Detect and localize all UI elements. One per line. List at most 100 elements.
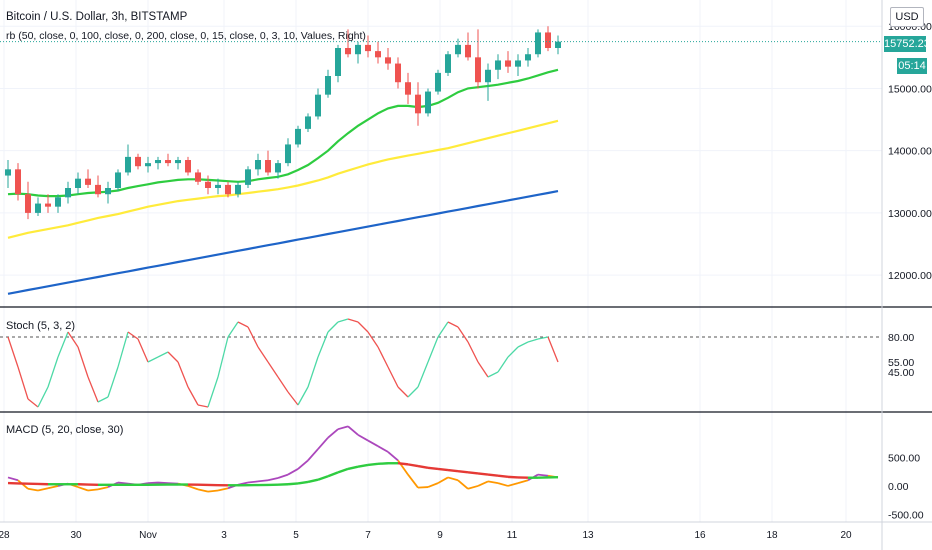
candle-body [365,44,371,52]
indicator-legend[interactable]: rb (50, close, 0, 100, close, 0, 200, cl… [6,30,366,42]
candle-body [125,156,131,173]
candle-body [435,72,441,92]
signal-segment [337,467,349,474]
stoch-segment [187,386,199,406]
stoch-segment [257,346,269,363]
candle-body [515,60,521,67]
signal-segment [327,471,339,478]
candle-body [395,63,401,83]
candle-body [255,160,261,170]
ma-200-line [7,190,559,295]
macd-segment [497,482,509,487]
stoch-segment [117,331,129,368]
macd-segment [147,481,159,485]
macd-segment [447,476,459,482]
signal-segment [497,474,509,479]
signal-segment [307,478,319,484]
candle-body [5,169,11,176]
x-tick-label: Nov [139,530,157,541]
stoch-segment [147,356,159,363]
stoch-tick-label: 55.00 [888,357,914,369]
macd-pane [7,425,559,493]
signal-segment [477,472,489,476]
signal-segment [487,473,499,477]
y-tick-label: 12000.00 [888,270,932,282]
stoch-segment [67,331,79,348]
candle-body [415,94,421,114]
stoch-segment [137,338,149,363]
candle-body [25,194,31,213]
stoch-tick-label: 45.00 [888,367,914,379]
signal-segment [467,471,479,475]
candle-body [305,116,311,129]
macd-segment [267,477,279,482]
macd-tick-label: 500.00 [888,453,920,465]
stoch-segment [477,361,489,378]
stoch-legend[interactable]: Stoch (5, 3, 2) [6,320,76,332]
stoch-segment [217,336,229,378]
stoch-segment [497,356,509,373]
stoch-segment [357,321,369,333]
candle-body [555,41,561,48]
macd-segment [117,481,129,485]
candle-body [505,60,511,67]
stoch-tick-label: 80.00 [888,332,914,344]
candle-body [445,54,451,73]
candle-body [485,69,491,83]
signal-segment [297,480,309,485]
stoch-segment [457,326,469,343]
macd-segment [477,480,489,487]
macd-segment [487,480,499,484]
stoch-segment [297,386,309,406]
signal-segment [407,463,419,468]
macd-segment [337,425,349,431]
macd-legend[interactable]: MACD (5, 20, close, 30) [6,424,124,436]
stoch-segment [57,331,69,358]
candle-body [275,163,281,173]
stoch-segment [467,341,479,363]
x-tick-label: 5 [293,530,299,541]
stoch-segment [77,346,89,378]
macd-segment [297,459,309,470]
stoch-segment [447,321,459,328]
stoch-segment [247,326,259,348]
candle-body [95,184,101,195]
macd-segment [377,445,389,453]
macd-segment [417,486,429,489]
macd-segment [347,425,359,436]
candle-body [535,32,541,55]
macd-segment [317,437,329,450]
stoch-segment [227,321,239,338]
stoch-segment [287,391,299,406]
ma-100-line [7,119,559,239]
x-tick-label: 9 [437,530,443,541]
macd-tick-label: -500.00 [888,509,924,521]
stoch-segment [537,336,549,340]
stoch-segment [527,338,539,343]
signal-segment [427,466,439,471]
macd-segment [217,487,229,492]
macd-segment [47,485,59,490]
y-tick-label: 15000.00 [888,83,932,95]
signal-segment [507,475,519,479]
macd-segment [467,485,479,490]
candle-body [285,144,291,164]
candle-body [345,48,351,55]
candle-body [525,54,531,61]
stoch-segment [27,398,39,408]
candle-body [465,44,471,58]
candle-body [245,169,251,185]
y-tick-label: 14000.00 [888,146,932,158]
stoch-segment [267,361,279,378]
macd-segment [357,434,369,442]
signal-segment [357,463,369,468]
signal-segment [457,469,469,474]
stoch-segment [347,318,359,323]
x-tick-label: 13 [582,530,594,541]
stoch-segment [37,386,49,408]
currency-button[interactable]: USD [890,7,924,27]
macd-segment [367,439,379,447]
macd-segment [257,479,269,483]
stoch-segment [277,376,289,393]
